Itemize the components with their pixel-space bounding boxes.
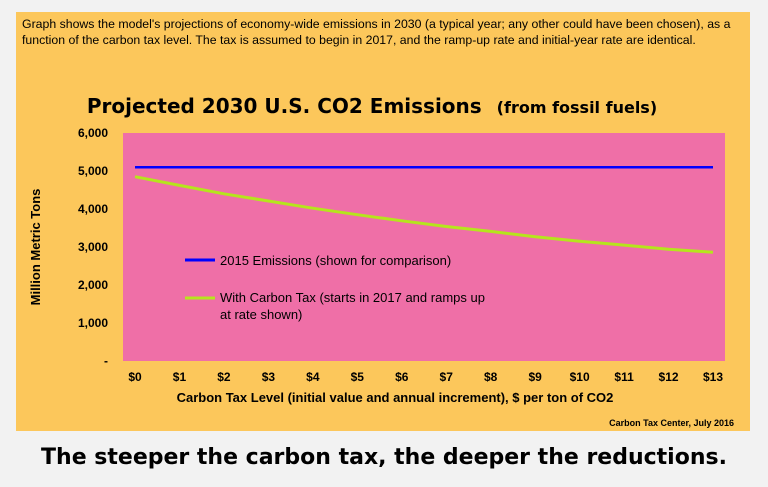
intro-text: Graph shows the model's projections of e… <box>22 17 731 47</box>
plot-area <box>123 133 725 361</box>
chart-title-main: Projected 2030 U.S. CO2 Emissions <box>87 94 482 118</box>
x-tick-label: $3 <box>262 370 276 384</box>
caption: The steeper the carbon tax, the deeper t… <box>41 445 727 470</box>
y-tick-label: - <box>104 354 108 368</box>
chart-title-suffix: (from fossil fuels) <box>497 98 657 117</box>
x-tick-label: $1 <box>173 370 187 384</box>
x-tick-label: $10 <box>570 370 590 384</box>
x-tick-label: $0 <box>128 370 142 384</box>
x-axis-label: Carbon Tax Level (initial value and annu… <box>177 390 614 405</box>
chart-title: Projected 2030 U.S. CO2 Emissions (from … <box>87 94 657 118</box>
legend-label-tax-line1: With Carbon Tax (starts in 2017 and ramp… <box>220 290 485 305</box>
chart-svg: Projected 2030 U.S. CO2 Emissions (from … <box>28 94 734 428</box>
y-tick-label: 2,000 <box>78 278 108 292</box>
y-tick-label: 6,000 <box>78 126 108 140</box>
x-tick-label: $13 <box>703 370 723 384</box>
x-ticks: $0 $1 $2 $3 $4 $5 $6 $7 $8 $9 $10 $11 $12 $13 <box>128 370 723 384</box>
y-tick-label: 3,000 <box>78 240 108 254</box>
y-ticks: - 1,000 2,000 3,000 4,000 5,000 6,000 <box>78 126 108 368</box>
series-line-tax <box>134 175 714 254</box>
x-tick-label: $7 <box>440 370 454 384</box>
x-tick-label: $11 <box>614 370 634 384</box>
x-tick-label: $5 <box>351 370 365 384</box>
legend-label-tax: With Carbon Tax (starts in 2017 and ramp… <box>220 290 489 322</box>
y-tick-label: 4,000 <box>78 202 108 216</box>
x-tick-label: $8 <box>484 370 498 384</box>
y-axis-label: Million Metric Tons <box>28 189 43 306</box>
y-tick-label: 1,000 <box>78 316 108 330</box>
x-tick-label: $4 <box>306 370 320 384</box>
y-tick-label: 5,000 <box>78 164 108 178</box>
source-note: Carbon Tax Center, July 2016 <box>609 418 734 428</box>
legend: 2015 Emissions (shown for comparison) Wi… <box>185 253 489 322</box>
x-tick-label: $12 <box>659 370 679 384</box>
x-tick-label: $9 <box>528 370 542 384</box>
legend-label-2015: 2015 Emissions (shown for comparison) <box>220 253 451 268</box>
series-lines <box>134 165 714 254</box>
legend-label-tax-line2: at rate shown) <box>220 307 302 322</box>
x-tick-label: $2 <box>217 370 231 384</box>
x-tick-label: $6 <box>395 370 409 384</box>
